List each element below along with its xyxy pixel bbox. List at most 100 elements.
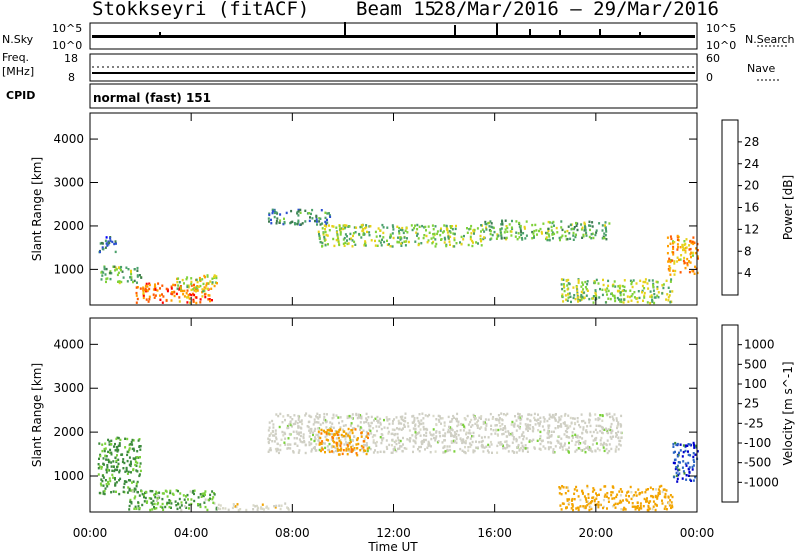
scatter-cell — [414, 435, 417, 438]
scatter-cell — [412, 427, 415, 430]
scatter-cell — [516, 238, 519, 241]
scatter-cell — [105, 242, 108, 245]
scatter-cell — [673, 241, 676, 244]
scatter-cell — [311, 208, 314, 212]
scatter-cell — [109, 479, 112, 483]
scatter-cell — [522, 446, 525, 449]
scatter-cell — [687, 474, 690, 477]
nsky-panel — [89, 22, 787, 50]
scatter-cell — [497, 428, 500, 432]
scatter-cell — [464, 439, 467, 443]
scatter-cell — [577, 495, 580, 498]
scatter-cell — [111, 240, 114, 244]
scatter-cell — [337, 237, 340, 240]
scatter-cell — [102, 490, 105, 493]
scatter-cell — [323, 224, 326, 227]
scatter-cell — [177, 502, 179, 505]
scatter-cell — [355, 412, 358, 416]
scatter-cell — [103, 449, 106, 453]
scatter-cell — [117, 436, 120, 440]
scatter-cell — [560, 444, 563, 448]
scatter-cell — [355, 452, 358, 455]
scatter-cell — [155, 492, 158, 495]
scatter-cell — [623, 298, 626, 301]
scatter-cell — [335, 430, 338, 433]
colorbar-tick-label: 8 — [744, 244, 752, 258]
scatter-cell — [553, 232, 556, 236]
scatter-cell — [673, 475, 676, 479]
scatter-cell — [159, 505, 162, 508]
scatter-cell — [463, 417, 466, 420]
scatter-cell — [641, 491, 644, 494]
scatter-cell — [510, 234, 513, 237]
scatter-cell — [101, 274, 104, 277]
scatter-cell — [380, 441, 383, 445]
scatter-cell — [118, 469, 121, 472]
scatter-cell — [537, 429, 540, 432]
scatter-cell — [148, 497, 151, 500]
scatter-cell — [504, 219, 507, 222]
scatter-cell — [631, 285, 634, 289]
scatter-cell — [432, 236, 435, 239]
freq-tick-bottom: 8 — [68, 71, 75, 84]
scatter-cell — [583, 223, 586, 226]
scatter-cell — [118, 479, 121, 482]
scatter-cell — [375, 235, 378, 238]
scatter-cell — [449, 243, 451, 246]
scatter-cell — [415, 432, 418, 435]
scatter-cell — [487, 451, 490, 454]
scatter-cell — [555, 226, 558, 230]
scatter-cell — [487, 443, 490, 447]
scatter-cell — [414, 441, 417, 445]
scatter-cell — [283, 217, 285, 220]
scatter-cell — [328, 212, 330, 215]
scatter-cell — [443, 241, 446, 244]
scatter-cell — [672, 451, 675, 454]
scatter-cell — [520, 230, 523, 234]
scatter-cell — [379, 417, 382, 421]
scatter-cell — [453, 435, 456, 438]
scatter-cell — [109, 271, 112, 275]
scatter-cell — [566, 499, 569, 502]
scatter-cell — [403, 447, 406, 450]
scatter-cell — [607, 500, 610, 503]
scatter-cell — [492, 429, 495, 432]
scatter-cell — [185, 292, 188, 295]
scatter-cell — [480, 224, 483, 227]
scatter-cell — [387, 432, 390, 435]
scatter-cell — [159, 298, 162, 301]
scatter-cell — [316, 412, 319, 415]
scatter-cell — [570, 421, 573, 424]
scatter-cell — [576, 434, 579, 437]
scatter-cell — [575, 485, 578, 489]
scatter-cell — [651, 300, 654, 303]
scatter-cell — [595, 497, 598, 500]
scatter-cell — [692, 458, 695, 462]
scatter-cell — [561, 234, 564, 237]
scatter-cell — [442, 434, 445, 437]
scatter-cell — [524, 447, 527, 450]
scatter-cell — [521, 415, 523, 418]
scatter-cell — [131, 438, 134, 442]
scatter-cell — [646, 301, 649, 304]
scatter-cell — [383, 418, 385, 422]
scatter-cell — [472, 413, 475, 417]
scatter-cell — [298, 420, 301, 424]
scatter-cell — [365, 420, 368, 424]
scatter-cell — [430, 237, 433, 240]
scatter-cell — [427, 440, 430, 444]
scatter-cell — [627, 300, 630, 303]
scatter-cell — [470, 418, 473, 422]
scatter-cell — [418, 421, 421, 424]
scatter-cell — [143, 500, 146, 503]
scatter-cell — [534, 418, 536, 422]
scatter-cell — [502, 432, 505, 436]
scatter-cell — [413, 440, 416, 443]
scatter-cell — [122, 486, 125, 489]
scatter-cell — [563, 433, 566, 436]
scatter-cell — [466, 231, 469, 234]
scatter-cell — [183, 498, 186, 501]
scatter-cell — [569, 416, 572, 420]
scatter-cell — [515, 429, 518, 432]
scatter-cell — [109, 237, 112, 240]
